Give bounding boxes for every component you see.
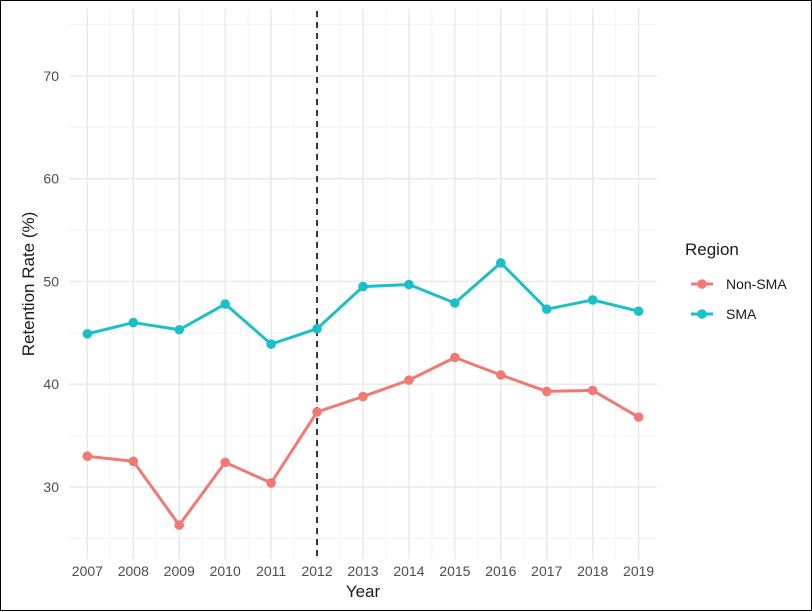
legend-items: Non-SMA SMA [691,276,787,322]
data-point-non-sma-2018 [587,385,598,396]
data-point-non-sma-2017 [541,386,552,397]
data-point-sma-2009 [174,324,185,335]
data-point-non-sma-2008 [128,456,139,467]
data-point-non-sma-2016 [496,370,506,380]
x-tick-label: 2017 [531,563,562,579]
legend-title: Region [685,240,739,259]
y-axis-title: Retention Rate (%) [19,212,38,357]
data-point-sma-2018 [587,295,598,305]
x-tick-label: 2014 [393,563,424,579]
series-points [82,258,644,530]
x-tick-label: 2018 [577,563,608,579]
x-tick-label: 2016 [485,563,516,579]
data-point-sma-2014 [404,279,414,290]
x-tick-label: 2015 [439,563,470,579]
data-point-sma-2007 [82,329,93,339]
data-point-sma-2008 [128,317,139,328]
data-point-non-sma-2015 [450,352,460,363]
y-tick-label: 70 [43,68,59,84]
legend-key-point [697,279,707,289]
legend: Region Non-SMA SMA [685,240,787,322]
y-tick-label: 50 [43,273,59,289]
data-point-non-sma-2012 [312,407,322,417]
x-tick-label: 2012 [301,563,332,579]
x-tick-label: 2011 [256,563,286,579]
data-point-non-sma-2014 [404,375,414,385]
x-tick-label: 2009 [164,563,195,579]
x-tick-label: 2007 [72,563,103,579]
y-tick-label: 40 [43,376,59,392]
legend-item-sma: SMA [691,306,757,322]
data-point-sma-2019 [633,306,644,317]
legend-key-point [697,309,707,319]
data-point-sma-2015 [450,298,460,308]
data-point-sma-2012 [312,323,322,334]
x-tick-label: 2010 [210,563,241,579]
data-point-sma-2010 [220,299,230,309]
legend-item-non-sma: Non-SMA [691,276,787,292]
data-point-non-sma-2019 [633,412,644,422]
x-axis-ticks: 2007 2008 2009 2010 2011 2012 2013 2014 2015 2016… [72,563,655,579]
data-point-non-sma-2007 [82,451,93,461]
legend-label: Non-SMA [726,276,787,292]
x-tick-label: 2008 [118,563,149,579]
x-axis-title: Year [346,582,381,601]
data-point-sma-2016 [496,258,506,268]
y-axis-ticks: 30 40 50 60 70 [43,68,59,495]
y-tick-label: 30 [43,479,59,495]
x-tick-label: 2013 [347,563,378,579]
x-tick-label: 2019 [623,563,654,579]
y-tick-label: 60 [43,171,59,187]
data-point-sma-2011 [266,339,276,349]
legend-label: SMA [726,306,757,322]
data-point-non-sma-2013 [358,391,368,402]
data-point-non-sma-2011 [266,478,276,488]
data-point-non-sma-2009 [174,520,185,530]
data-point-non-sma-2010 [220,457,230,468]
data-point-sma-2013 [358,281,368,292]
data-point-sma-2017 [541,304,552,314]
